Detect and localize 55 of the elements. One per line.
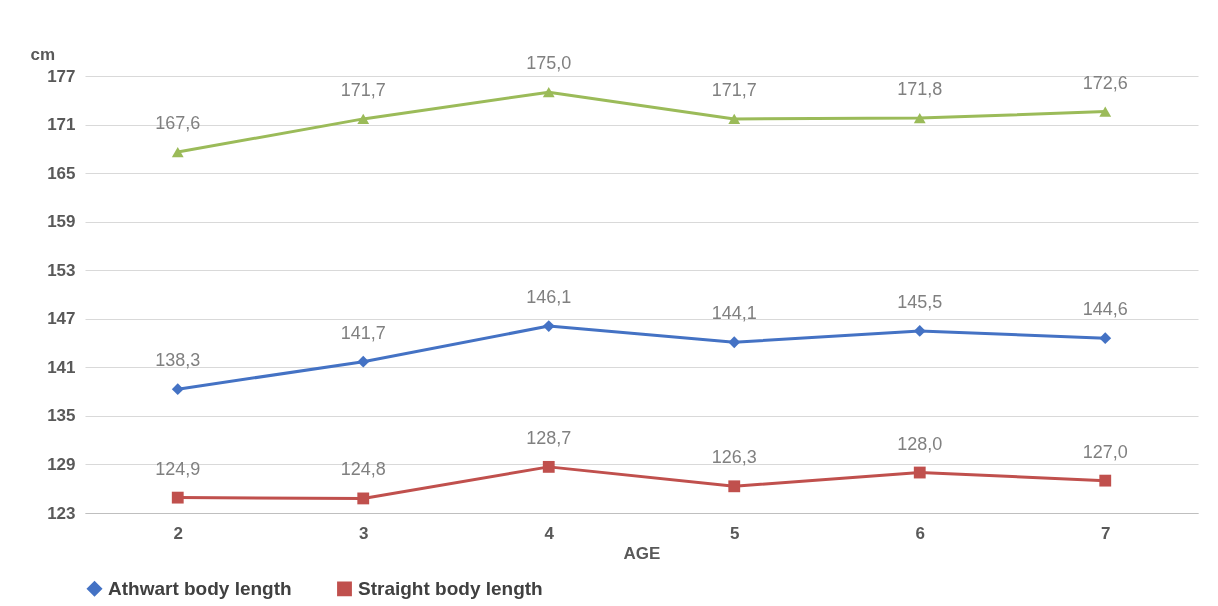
- data-label: 172,6: [1082, 72, 1128, 93]
- point: [357, 492, 370, 505]
- point: [542, 320, 555, 332]
- data-label: 124,9: [155, 458, 201, 479]
- x-tick-label: 3: [359, 523, 369, 543]
- data-label: 145,5: [897, 291, 943, 312]
- data-label: 171,8: [897, 79, 943, 100]
- point: [1099, 474, 1112, 487]
- data-label: 127,0: [1082, 441, 1128, 462]
- x-tick-label: 7: [1101, 523, 1111, 543]
- y-tick-label: 141: [47, 357, 76, 377]
- data-label: 124,8: [340, 459, 386, 480]
- data-label: 144,6: [1082, 299, 1128, 320]
- data-label: 146,1: [526, 287, 572, 308]
- point: [913, 466, 926, 479]
- point: [542, 87, 555, 98]
- y-tick-label: 165: [47, 163, 76, 183]
- data-label: 128,7: [526, 427, 572, 448]
- data-label: 126,3: [711, 447, 757, 468]
- legend-label: Straight body length: [358, 577, 543, 599]
- legend-label: Athwart body length: [108, 577, 292, 599]
- point: [913, 112, 926, 124]
- point: [728, 480, 741, 493]
- data-label: 128,0: [897, 433, 943, 454]
- y-tick-label: 135: [47, 406, 76, 426]
- y-axis-title: cm: [30, 44, 56, 64]
- point: [357, 113, 370, 125]
- y-tick-label: 171: [47, 115, 76, 135]
- x-axis-title: AGE: [623, 543, 661, 563]
- point: [728, 336, 741, 349]
- x-tick-label: 2: [173, 523, 183, 543]
- y-tick-label: 147: [47, 309, 76, 329]
- point: [171, 383, 184, 396]
- point: [1099, 106, 1112, 117]
- point: [171, 146, 184, 158]
- point: [357, 355, 370, 368]
- point: [171, 491, 184, 504]
- data-label: 144,1: [711, 303, 757, 324]
- data-label: 171,7: [340, 79, 386, 100]
- data-label: 167,6: [155, 113, 201, 134]
- y-tick-label: 123: [47, 503, 76, 523]
- data-label: 141,7: [340, 322, 386, 343]
- y-tick-label: 177: [47, 66, 76, 86]
- point: [728, 113, 741, 125]
- data-label: 171,7: [711, 79, 757, 100]
- point: [1099, 332, 1112, 345]
- y-tick-label: 159: [47, 212, 76, 232]
- x-tick-label: 4: [544, 523, 555, 543]
- x-tick-label: 6: [915, 523, 925, 543]
- y-tick-label: 129: [47, 454, 76, 474]
- y-tick-label: 153: [47, 260, 76, 280]
- x-tick-label: 5: [730, 523, 740, 543]
- data-label: 175,0: [526, 53, 572, 74]
- data-label: 138,3: [155, 350, 201, 371]
- point: [542, 460, 555, 473]
